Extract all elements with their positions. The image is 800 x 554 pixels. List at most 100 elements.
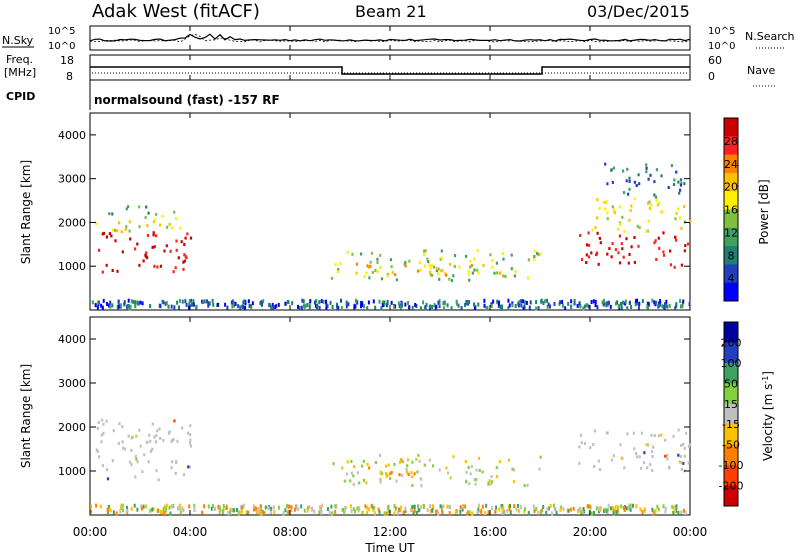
- data-cell: [532, 504, 535, 509]
- data-cell: [383, 511, 386, 516]
- data-cell: [365, 271, 368, 275]
- xtick-label: 00:00: [73, 525, 108, 539]
- data-cell: [476, 249, 479, 253]
- data-cell: [417, 453, 420, 457]
- data-cell: [101, 306, 104, 311]
- data-cell: [619, 443, 622, 447]
- data-cell: [175, 248, 178, 252]
- data-cell: [498, 272, 502, 275]
- data-cell: [184, 299, 187, 304]
- data-cell: [134, 300, 137, 305]
- data-cell: [316, 303, 319, 308]
- data-cell: [435, 267, 438, 270]
- data-cell: [222, 503, 225, 508]
- data-cell: [386, 272, 389, 276]
- data-cell: [540, 508, 543, 513]
- data-cell: [404, 508, 407, 513]
- data-cell: [229, 510, 232, 515]
- data-cell: [628, 187, 631, 191]
- data-cell: [448, 511, 451, 516]
- data-cell: [336, 270, 339, 274]
- data-cell: [248, 303, 251, 308]
- data-cell: [373, 511, 376, 516]
- data-cell: [368, 276, 371, 280]
- data-cell: [121, 503, 124, 508]
- data-cell: [305, 303, 308, 308]
- data-cell: [517, 303, 520, 308]
- data-cell: [662, 504, 665, 509]
- data-cell: [619, 301, 622, 306]
- data-cell: [376, 261, 379, 265]
- data-cell: [193, 503, 196, 508]
- data-cell: [302, 299, 305, 304]
- data-cell: [635, 451, 638, 455]
- data-cell: [167, 304, 170, 309]
- data-cell: [628, 176, 631, 180]
- data-cell: [502, 274, 505, 278]
- data-cell: [372, 299, 375, 304]
- data-cell: [393, 511, 396, 516]
- data-cell: [218, 510, 221, 515]
- data-cell: [270, 305, 273, 310]
- data-cell: [148, 433, 151, 437]
- data-cell: [399, 305, 402, 310]
- data-cell: [660, 433, 663, 437]
- data-cell: [354, 298, 357, 303]
- data-cell: [611, 242, 614, 245]
- data-cell: [689, 219, 692, 223]
- colorbar-tick-label: 24: [724, 158, 738, 171]
- data-cell: [232, 508, 235, 513]
- data-cell: [203, 299, 206, 304]
- colorbar-tick-label: 4: [728, 272, 735, 285]
- data-cell: [429, 504, 432, 509]
- data-cell: [441, 269, 444, 273]
- data-cell: [168, 505, 171, 510]
- data-cell: [406, 464, 409, 468]
- data-cell: [374, 268, 377, 272]
- data-cell: [418, 459, 421, 463]
- data-cell: [438, 299, 441, 304]
- data-cell: [100, 303, 103, 308]
- x-axis-ticks: 00:00 04:00 08:00 12:00 16:00 20:00 00:00: [73, 26, 707, 539]
- ytick-label: 3000: [58, 173, 86, 186]
- data-cell: [664, 509, 667, 514]
- data-cell: [394, 273, 397, 277]
- data-cell: [260, 302, 263, 307]
- data-cell: [370, 503, 373, 508]
- xtick-label: 08:00: [273, 525, 308, 539]
- data-cell: [489, 253, 492, 257]
- colorbar-tick-label: -100: [719, 459, 744, 472]
- data-cell: [675, 302, 678, 307]
- data-cell: [329, 300, 332, 305]
- data-cell: [508, 303, 511, 308]
- data-cell: [618, 205, 621, 209]
- data-cell: [303, 508, 306, 513]
- colorbar-tick-label: 15: [724, 398, 738, 411]
- data-cell: [449, 476, 452, 480]
- data-cell: [469, 265, 472, 269]
- data-cell: [136, 242, 139, 246]
- data-cell: [655, 198, 658, 202]
- data-cell: [345, 300, 348, 305]
- data-cell: [511, 303, 514, 308]
- data-cell: [343, 510, 346, 515]
- data-cell: [674, 235, 677, 239]
- data-cell: [224, 302, 227, 307]
- data-cell: [171, 504, 174, 509]
- data-cell: [188, 465, 191, 469]
- data-cell: [562, 507, 565, 512]
- data-cell: [429, 273, 432, 277]
- data-cell: [521, 299, 524, 304]
- data-cell: [605, 509, 608, 514]
- data-cell: [469, 259, 472, 263]
- data-cell: [269, 510, 272, 515]
- data-cell: [611, 506, 614, 511]
- freq-unit: [MHz]: [4, 66, 36, 79]
- data-cell: [231, 507, 234, 512]
- data-cell: [173, 419, 176, 423]
- data-cell: [125, 508, 128, 513]
- data-cell: [658, 246, 661, 250]
- nsky-tick-high: 10^5: [48, 26, 75, 37]
- colorbar-segment: [724, 424, 738, 446]
- colorbar-segment: [724, 485, 738, 507]
